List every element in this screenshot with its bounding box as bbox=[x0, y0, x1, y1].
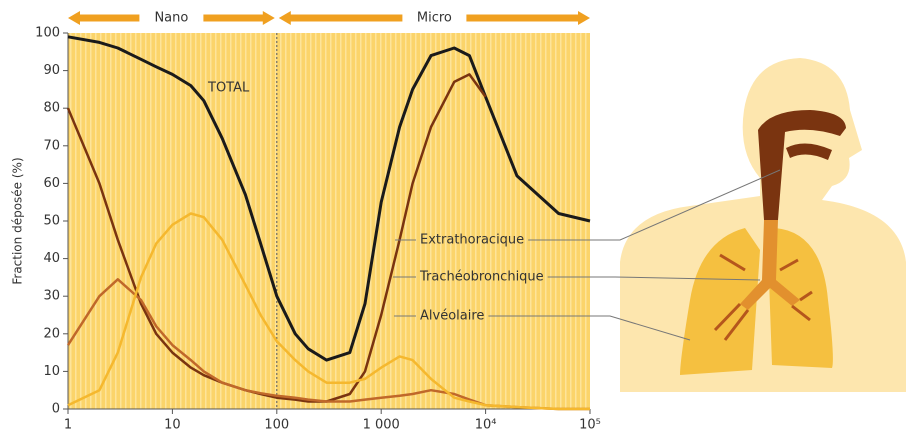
y-tick-label: 100 bbox=[35, 26, 60, 41]
y-tick-label: 70 bbox=[43, 138, 60, 153]
y-axis-label: Fraction déposée (%) bbox=[11, 157, 25, 284]
series-label: Trachéobronchique bbox=[419, 270, 544, 285]
series-label: Alvéolaire bbox=[420, 309, 484, 324]
region-label: Micro bbox=[417, 11, 452, 26]
leader-line bbox=[547, 276, 761, 281]
y-tick-label: 40 bbox=[43, 251, 60, 266]
series-line bbox=[66, 278, 590, 411]
x-tick-label: 10 bbox=[164, 418, 181, 433]
y-tick-label: 0 bbox=[52, 402, 60, 417]
leader-line bbox=[488, 315, 691, 341]
x-tick-label: 100 bbox=[264, 418, 289, 433]
series-line bbox=[66, 73, 487, 403]
y-tick-label: 30 bbox=[43, 289, 60, 304]
x-tick-label: 10⁴ bbox=[475, 418, 497, 433]
y-tick-label: 50 bbox=[43, 214, 60, 229]
plot-area bbox=[68, 33, 590, 409]
y-tick-label: 10 bbox=[43, 364, 60, 379]
region-label-bg bbox=[139, 9, 204, 27]
y-tick-label: 90 bbox=[43, 63, 60, 78]
series-label: Extrathoracique bbox=[420, 233, 524, 248]
series-line bbox=[67, 212, 590, 411]
y-tick-label: 80 bbox=[43, 101, 60, 116]
leader-line bbox=[528, 169, 781, 241]
region-label: Nano bbox=[154, 11, 188, 26]
x-tick-label: 10⁵ bbox=[579, 418, 601, 433]
y-tick-label: 20 bbox=[43, 326, 60, 341]
x-tick-label: 1 bbox=[64, 418, 72, 433]
series-label: TOTAL bbox=[207, 81, 250, 96]
body-illustration bbox=[620, 58, 906, 392]
series-line bbox=[67, 35, 591, 362]
region-label-bg bbox=[402, 9, 467, 27]
y-tick-label: 60 bbox=[43, 176, 60, 191]
x-tick-label: 1 000 bbox=[363, 418, 400, 433]
